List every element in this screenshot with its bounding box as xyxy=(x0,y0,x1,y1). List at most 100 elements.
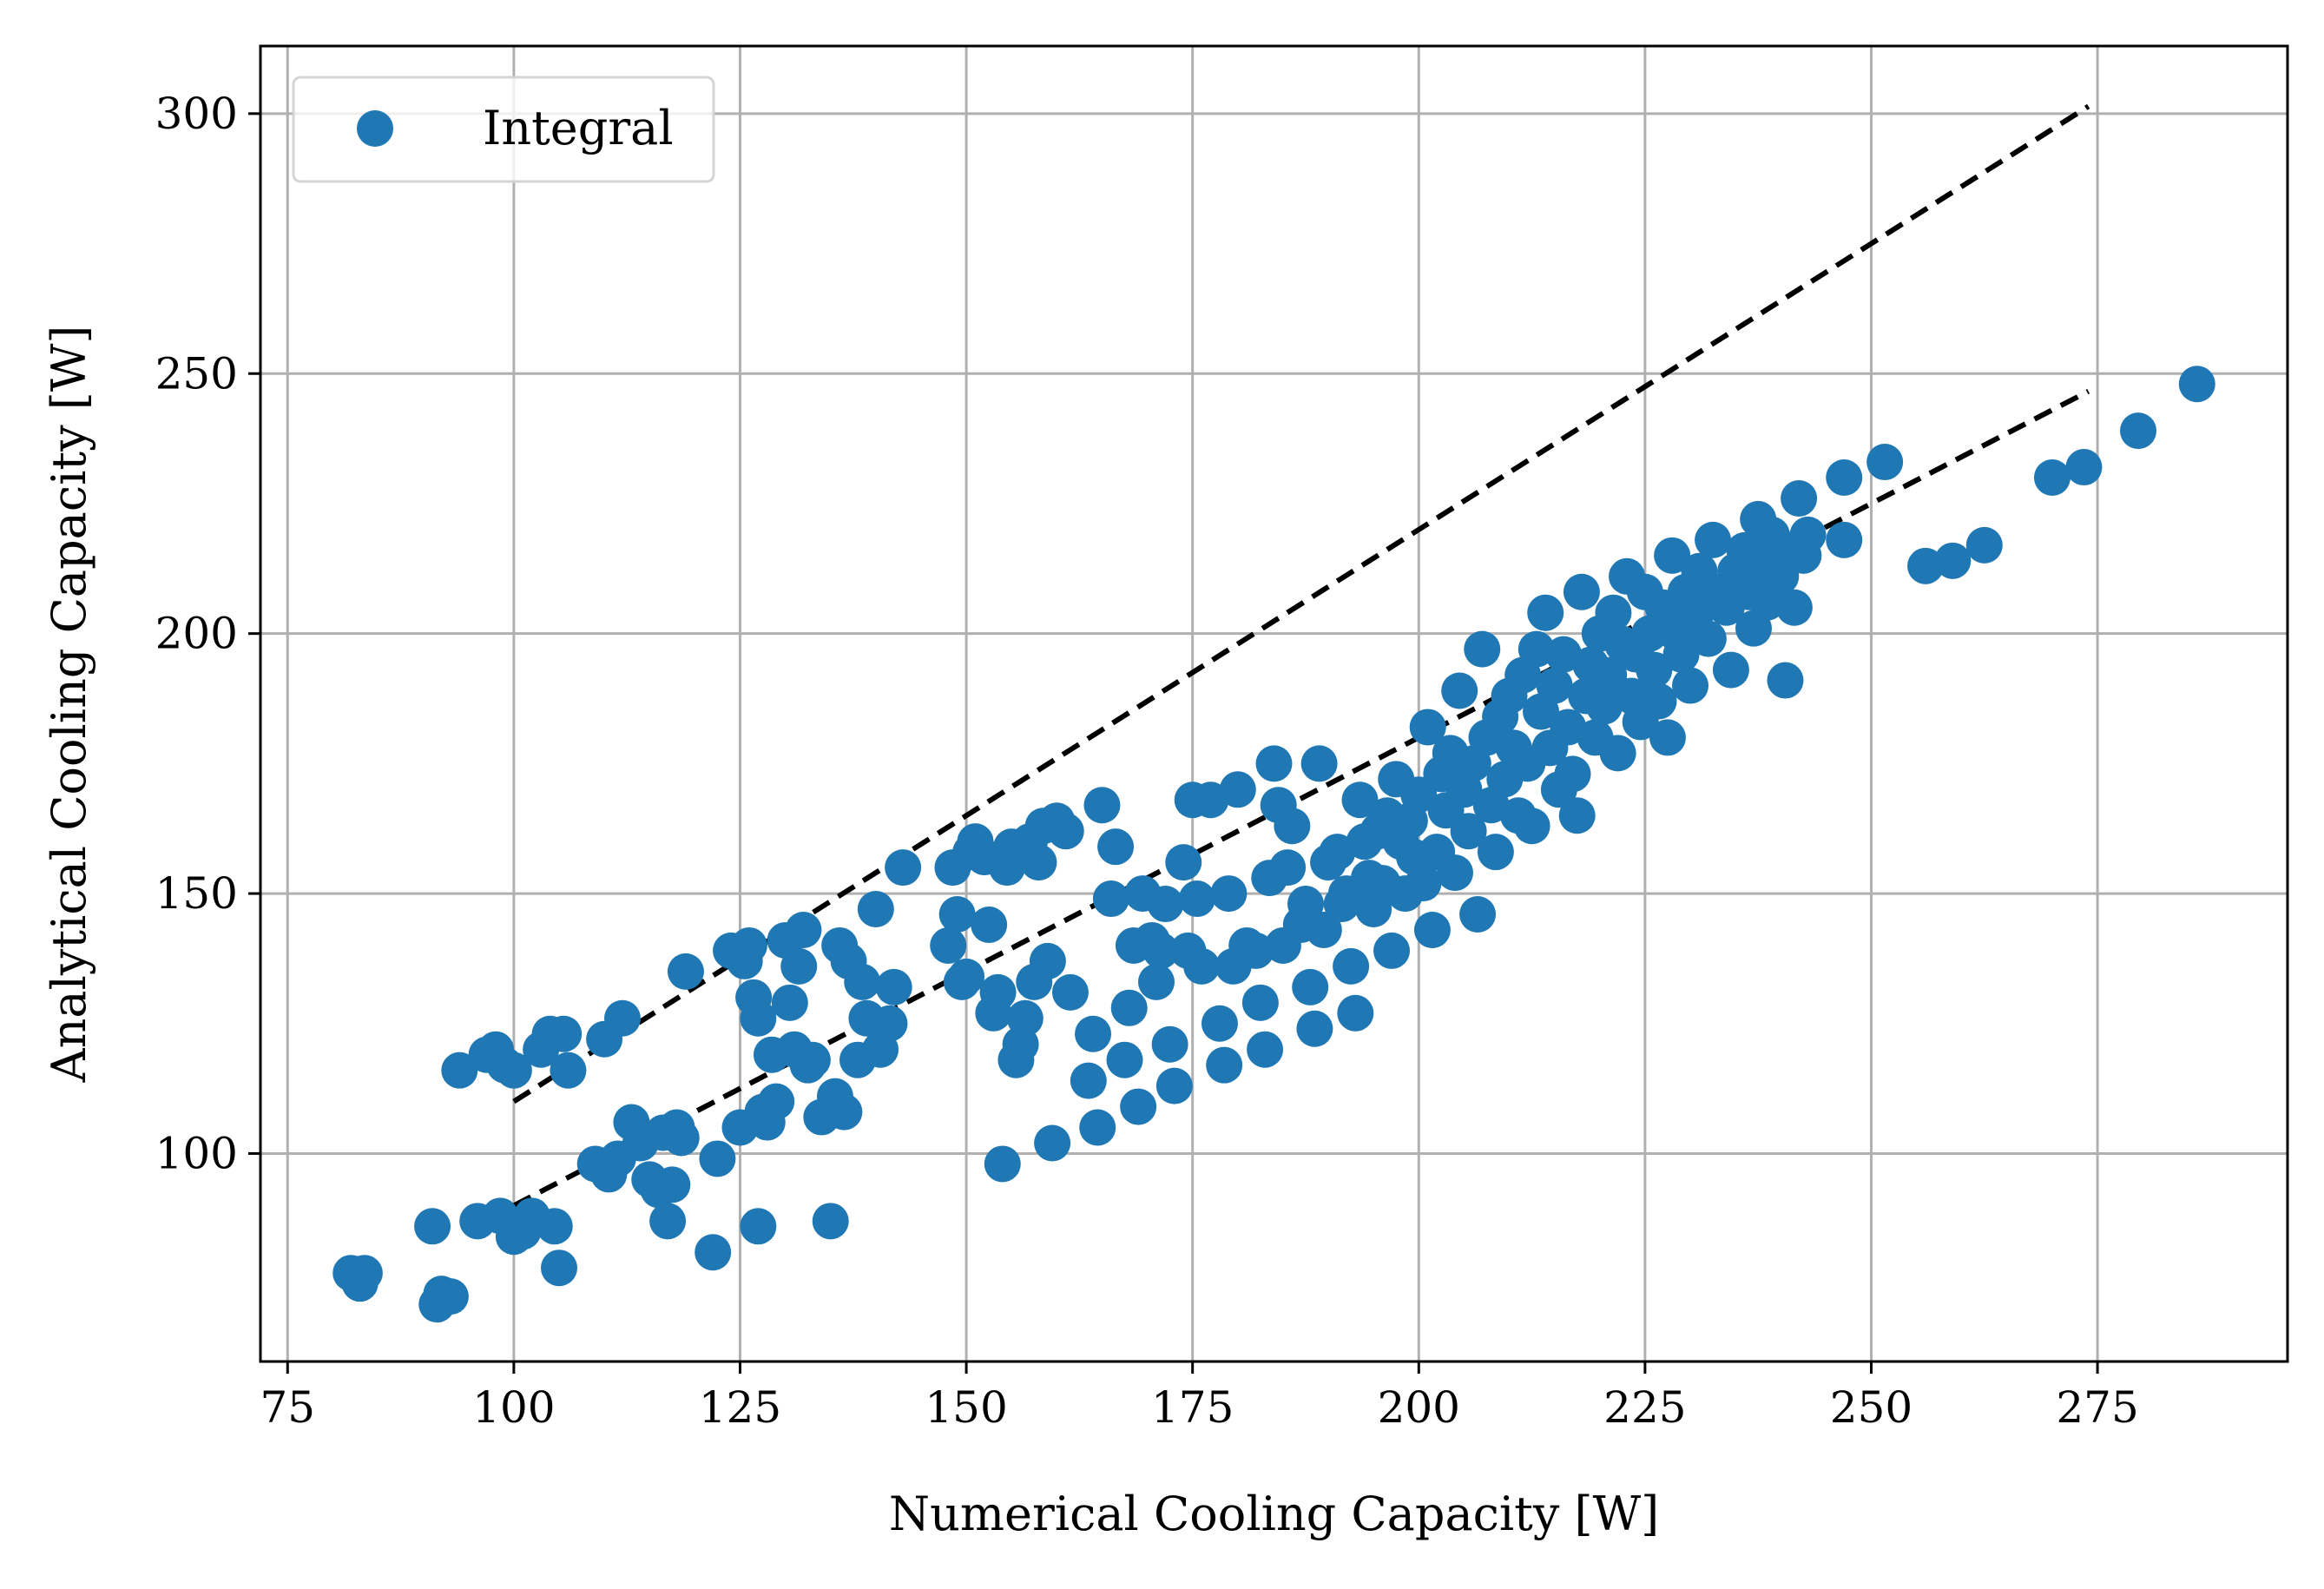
data-point xyxy=(793,1041,831,1078)
data-point xyxy=(984,1145,1021,1183)
data-point xyxy=(740,1208,777,1245)
data-point xyxy=(857,891,894,928)
data-point xyxy=(1459,896,1497,933)
data-point xyxy=(1513,808,1550,845)
data-point xyxy=(1097,828,1135,866)
x-axis-ticks: 75 100 125 150 175 200 225 250 275 xyxy=(260,1362,2139,1433)
data-point xyxy=(1934,542,1972,579)
data-point xyxy=(1155,1067,1193,1104)
data-point xyxy=(1689,620,1727,657)
data-point xyxy=(1654,537,1691,574)
y-tick-label: 300 xyxy=(155,89,238,139)
data-point xyxy=(771,984,808,1021)
data-point xyxy=(938,896,976,933)
data-point xyxy=(1636,651,1673,689)
data-point xyxy=(667,953,704,990)
data-point xyxy=(1178,880,1215,918)
data-point xyxy=(550,1052,587,1089)
data-point xyxy=(1866,444,1904,481)
data-point xyxy=(1219,771,1256,808)
data-point xyxy=(1333,947,1370,985)
data-point xyxy=(2178,366,2215,403)
y-axis-label: Analytical Cooling Capacity [W] xyxy=(42,326,96,1084)
data-point xyxy=(1337,994,1374,1032)
data-point xyxy=(603,999,641,1037)
grid xyxy=(260,46,2288,1362)
data-point xyxy=(971,906,1008,943)
data-point xyxy=(1965,526,2003,564)
data-point xyxy=(730,926,767,964)
data-point xyxy=(1006,999,1043,1037)
data-point xyxy=(1826,521,1863,558)
data-point xyxy=(1110,989,1148,1026)
legend-marker-integral xyxy=(357,110,393,147)
data-point xyxy=(844,963,881,1000)
x-tick-label: 225 xyxy=(1603,1382,1686,1433)
data-point xyxy=(1165,844,1202,881)
x-tick-label: 200 xyxy=(1378,1382,1460,1433)
data-point xyxy=(1712,651,1749,689)
data-point xyxy=(540,1249,577,1287)
data-point xyxy=(785,911,822,948)
data-point xyxy=(948,958,985,995)
data-point xyxy=(1781,479,1818,517)
data-point xyxy=(1147,886,1184,923)
data-point xyxy=(1241,984,1279,1021)
data-point xyxy=(885,849,922,887)
data-point xyxy=(1563,573,1600,610)
y-axis-ticks: 100 150 200 250 300 xyxy=(155,89,260,1178)
data-point xyxy=(346,1255,383,1292)
data-point xyxy=(1237,932,1274,969)
data-point xyxy=(875,968,912,1005)
data-point xyxy=(1536,667,1573,704)
data-point xyxy=(1255,745,1293,782)
data-point xyxy=(495,1052,532,1089)
data-point xyxy=(1464,630,1501,668)
x-axis-label: Numerical Cooling Capacity [W] xyxy=(889,1487,1659,1541)
data-point xyxy=(1907,547,1945,584)
data-point xyxy=(1409,709,1446,746)
legend: Integral xyxy=(292,76,715,183)
data-point xyxy=(1826,459,1863,497)
data-point xyxy=(1269,849,1307,887)
x-tick-label: 75 xyxy=(260,1382,315,1433)
data-point xyxy=(1142,932,1180,969)
data-point xyxy=(1305,911,1342,948)
data-point xyxy=(1201,1005,1238,1042)
data-point xyxy=(1767,662,1804,699)
plot-frame xyxy=(259,44,2289,1363)
data-point xyxy=(1413,911,1451,948)
data-point xyxy=(1083,787,1121,824)
data-point xyxy=(1070,1062,1107,1099)
data-point xyxy=(1296,1010,1333,1047)
data-point xyxy=(1034,1124,1071,1162)
x-tick-label: 100 xyxy=(472,1382,555,1433)
data-point xyxy=(1075,1015,1112,1052)
data-point xyxy=(1789,516,1827,553)
data-point xyxy=(1558,797,1596,834)
data-point xyxy=(1527,594,1564,631)
data-point xyxy=(414,1208,451,1245)
data-point xyxy=(1047,813,1084,850)
data-point xyxy=(758,1083,795,1120)
data-point xyxy=(1029,942,1066,979)
data-point xyxy=(1441,672,1478,709)
data-point xyxy=(1649,719,1686,756)
x-tick-label: 275 xyxy=(2056,1382,2138,1433)
legend-box xyxy=(292,76,715,183)
x-tick-label: 125 xyxy=(699,1382,781,1433)
data-point xyxy=(1405,865,1442,902)
data-point xyxy=(1051,973,1089,1011)
data-point xyxy=(2120,412,2157,450)
data-point xyxy=(1020,844,1057,881)
data-point xyxy=(2033,459,2071,497)
x-tick-label: 250 xyxy=(1830,1382,1913,1433)
data-point xyxy=(826,1093,863,1131)
data-point xyxy=(1672,667,1709,704)
data-point xyxy=(2065,449,2103,486)
data-point xyxy=(930,926,967,964)
data-point xyxy=(1341,781,1379,819)
